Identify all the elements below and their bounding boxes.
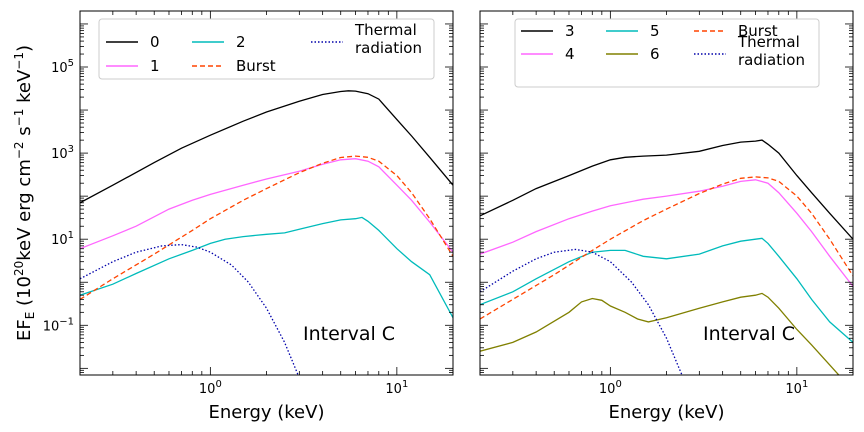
- series-line-4: [480, 179, 853, 287]
- svg-text:6: 6: [650, 45, 660, 63]
- series-line-thermal-radiation: [480, 248, 683, 375]
- legend-item-1: 1: [106, 57, 160, 75]
- y-tick-label: 101: [51, 230, 74, 248]
- tick-marks: [79, 10, 454, 376]
- series-line-thermal-radiation: [80, 243, 299, 375]
- legend-item-3: 3: [521, 22, 575, 40]
- svg-text:0: 0: [150, 33, 160, 51]
- legend-item-4: 4: [521, 45, 575, 63]
- svg-text:Thermal: Thermal: [354, 21, 417, 39]
- y-tick-label: 103: [51, 144, 74, 162]
- panel-right: 100 101 Energy (keV) Interval C 3 4 5 6 BurstThe…: [479, 10, 854, 423]
- x-tick-label: 101: [785, 379, 808, 397]
- series-line-burst: [80, 155, 453, 300]
- y-label-s: s: [14, 126, 35, 141]
- x-tick-label: 100: [599, 379, 622, 397]
- svg-text:radiation: radiation: [738, 51, 805, 69]
- interval-annotation: Interval C: [703, 323, 795, 345]
- y-label-open: (10: [14, 276, 35, 312]
- series-line-6: [480, 292, 840, 375]
- svg-text:3: 3: [565, 22, 575, 40]
- svg-text:Burst: Burst: [236, 57, 276, 75]
- svg-text:radiation: radiation: [355, 39, 422, 57]
- legend-item-2: 2: [192, 33, 246, 51]
- svg-text:2: 2: [236, 33, 246, 51]
- series-line-2: [80, 216, 453, 319]
- series-line-3: [480, 139, 853, 240]
- panel-left: 100 101 10−1 101 103 105 Energy (keV) Interval …: [43, 10, 454, 423]
- y-label-exp20: 20: [12, 261, 26, 276]
- tick-marks: [479, 10, 854, 376]
- y-label-m1: −1: [12, 109, 26, 127]
- svg-text:Burst: Burst: [738, 22, 778, 40]
- svg-text:5: 5: [650, 22, 660, 40]
- y-tick-label: 105: [51, 58, 74, 76]
- x-tick-label: 100: [199, 379, 222, 397]
- series-line-5: [480, 237, 853, 343]
- legend-item-5: 5: [606, 22, 660, 40]
- y-label-m2: −2: [12, 141, 26, 159]
- legend-item-burst: Burst: [694, 22, 778, 40]
- svg-text:1: 1: [150, 57, 160, 75]
- legend-item-6: 6: [606, 45, 660, 63]
- svg-text:EFE (1020keV erg cm−2 s−1 keV−: EFE (1020keV erg cm−2 s−1 keV−1): [12, 45, 37, 341]
- x-axis-label: Energy (keV): [209, 402, 325, 423]
- svg-text:4: 4: [565, 45, 575, 63]
- y-label-units: keV erg cm: [14, 159, 35, 261]
- legend-item-0: 0: [106, 33, 160, 51]
- interval-annotation: Interval C: [303, 323, 395, 345]
- series-line-burst: [480, 176, 853, 320]
- y-tick-label: 10−1: [43, 316, 74, 334]
- legend-item-burst: Burst: [192, 57, 276, 75]
- y-label-sub: E: [23, 312, 37, 320]
- svg-text:Thermal: Thermal: [737, 33, 800, 51]
- y-label-kev: keV: [14, 69, 35, 109]
- x-axis-label: Energy (keV): [609, 402, 725, 423]
- y-label-close: ): [14, 45, 35, 52]
- y-axis-label: EFE (1020keV erg cm−2 s−1 keV−1): [12, 45, 37, 341]
- series-line-0: [80, 90, 453, 204]
- y-label-m1b: −1: [12, 52, 26, 70]
- y-label-ef: EF: [14, 319, 35, 341]
- x-tick-label: 101: [385, 379, 408, 397]
